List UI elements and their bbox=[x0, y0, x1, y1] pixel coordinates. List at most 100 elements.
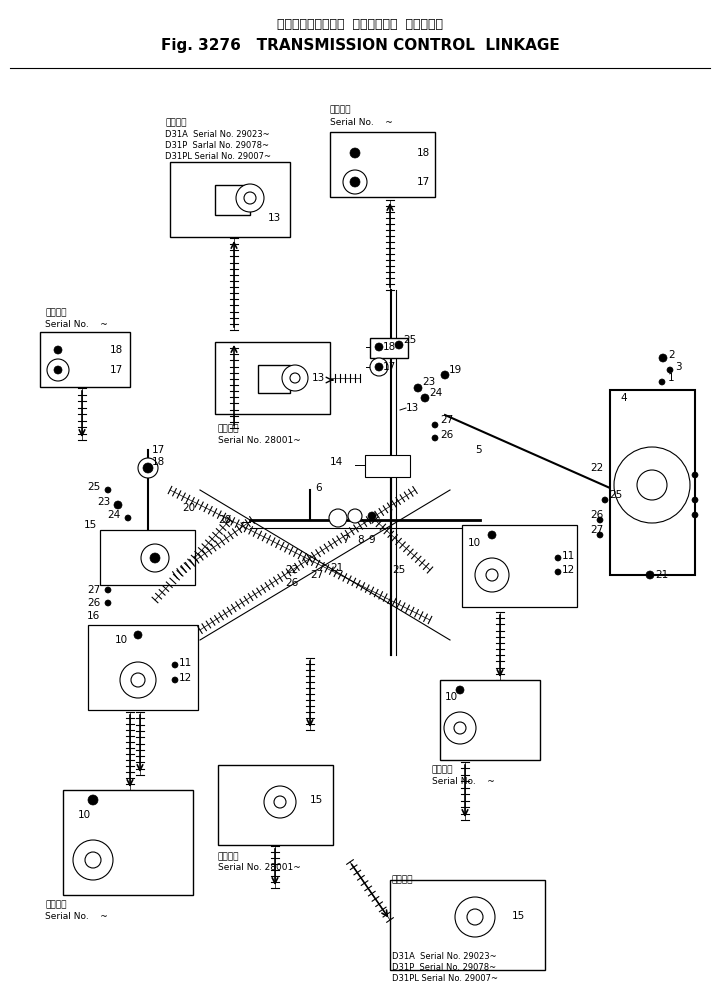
Text: 適用号機: 適用号機 bbox=[45, 900, 66, 909]
Text: 8: 8 bbox=[357, 535, 364, 545]
Circle shape bbox=[659, 354, 667, 362]
Text: Serial No. 28001~: Serial No. 28001~ bbox=[218, 863, 301, 872]
Circle shape bbox=[343, 170, 367, 194]
Circle shape bbox=[47, 359, 69, 381]
Circle shape bbox=[105, 600, 111, 606]
Text: 21: 21 bbox=[330, 563, 343, 573]
Text: 18: 18 bbox=[417, 148, 430, 158]
Text: Serial No.    ~: Serial No. ~ bbox=[432, 777, 495, 786]
Text: 27: 27 bbox=[87, 585, 100, 595]
Circle shape bbox=[329, 509, 347, 527]
Circle shape bbox=[467, 909, 483, 925]
Text: 11: 11 bbox=[179, 658, 192, 668]
Bar bbox=[330, 132, 435, 197]
Circle shape bbox=[114, 501, 122, 509]
Circle shape bbox=[134, 631, 142, 639]
Text: 16: 16 bbox=[87, 611, 100, 621]
Text: 15: 15 bbox=[512, 911, 526, 921]
Circle shape bbox=[692, 512, 698, 518]
Circle shape bbox=[244, 192, 256, 204]
Circle shape bbox=[692, 497, 698, 502]
Text: 13: 13 bbox=[406, 403, 419, 413]
Text: 24: 24 bbox=[429, 388, 442, 398]
Bar bbox=[462, 525, 577, 607]
Bar bbox=[215, 342, 330, 414]
Text: Serial No.    ~: Serial No. ~ bbox=[45, 912, 108, 921]
Circle shape bbox=[414, 384, 422, 392]
Circle shape bbox=[637, 470, 667, 500]
Circle shape bbox=[125, 515, 131, 521]
Bar bbox=[88, 625, 198, 710]
Circle shape bbox=[597, 517, 603, 523]
Text: 10: 10 bbox=[115, 635, 128, 645]
Text: 3: 3 bbox=[675, 362, 682, 372]
Circle shape bbox=[282, 365, 308, 391]
Bar bbox=[170, 162, 290, 237]
Text: 1: 1 bbox=[668, 373, 674, 383]
Text: 13: 13 bbox=[268, 213, 281, 223]
Text: 14: 14 bbox=[330, 457, 343, 467]
Text: 4: 4 bbox=[620, 393, 627, 403]
Text: 7: 7 bbox=[342, 535, 349, 545]
Circle shape bbox=[375, 343, 383, 351]
Circle shape bbox=[141, 544, 169, 572]
Circle shape bbox=[659, 379, 665, 385]
Circle shape bbox=[432, 422, 438, 428]
Text: 22: 22 bbox=[285, 565, 298, 575]
Bar bbox=[40, 332, 130, 387]
Text: 18: 18 bbox=[110, 345, 123, 355]
Circle shape bbox=[150, 553, 160, 563]
Text: 9: 9 bbox=[368, 535, 375, 545]
Text: D31A  Serial No. 29023~: D31A Serial No. 29023~ bbox=[165, 130, 270, 139]
Circle shape bbox=[54, 366, 62, 374]
Text: Serial No.    ~: Serial No. ~ bbox=[330, 118, 393, 127]
Circle shape bbox=[646, 571, 654, 579]
Circle shape bbox=[597, 532, 603, 538]
Text: 適用号機: 適用号機 bbox=[165, 118, 186, 127]
Text: 17: 17 bbox=[383, 362, 396, 372]
Text: 17: 17 bbox=[110, 365, 123, 375]
Text: 25: 25 bbox=[403, 335, 416, 345]
Text: 10: 10 bbox=[445, 692, 458, 702]
Text: 23: 23 bbox=[422, 377, 435, 387]
Bar bbox=[215, 185, 250, 215]
Text: 10: 10 bbox=[78, 810, 91, 820]
Text: 22: 22 bbox=[590, 463, 603, 473]
Text: 5: 5 bbox=[475, 445, 482, 455]
Text: 19: 19 bbox=[449, 365, 462, 375]
Text: D31PL Serial No. 29007~: D31PL Serial No. 29007~ bbox=[392, 974, 498, 983]
Text: 12: 12 bbox=[562, 565, 575, 575]
Circle shape bbox=[350, 177, 360, 187]
Text: 27: 27 bbox=[590, 525, 603, 535]
Circle shape bbox=[350, 148, 360, 158]
Text: 20: 20 bbox=[218, 515, 231, 525]
Circle shape bbox=[120, 662, 156, 698]
Circle shape bbox=[264, 786, 296, 818]
Circle shape bbox=[105, 587, 111, 593]
Circle shape bbox=[73, 840, 113, 880]
Text: 26: 26 bbox=[87, 598, 100, 608]
Circle shape bbox=[421, 394, 429, 402]
Text: 13: 13 bbox=[312, 373, 325, 383]
Text: 20: 20 bbox=[182, 502, 195, 513]
Circle shape bbox=[138, 458, 158, 478]
Circle shape bbox=[54, 346, 62, 354]
Bar bbox=[610, 390, 695, 575]
Circle shape bbox=[274, 796, 286, 808]
Text: 適用号機: 適用号機 bbox=[45, 308, 66, 317]
Text: 11: 11 bbox=[562, 551, 575, 561]
Circle shape bbox=[131, 673, 145, 687]
Text: 17: 17 bbox=[152, 445, 165, 455]
Circle shape bbox=[475, 558, 509, 592]
Text: 21: 21 bbox=[655, 570, 668, 580]
Text: 2: 2 bbox=[668, 350, 674, 360]
Circle shape bbox=[488, 531, 496, 539]
Circle shape bbox=[456, 686, 464, 694]
Circle shape bbox=[455, 897, 495, 937]
Text: トランスミッション  コントロール  リンケージ: トランスミッション コントロール リンケージ bbox=[277, 18, 443, 31]
Circle shape bbox=[614, 447, 690, 523]
Circle shape bbox=[667, 367, 673, 373]
Text: 適用号機: 適用号機 bbox=[218, 852, 239, 861]
Circle shape bbox=[236, 184, 264, 212]
Circle shape bbox=[555, 569, 561, 575]
